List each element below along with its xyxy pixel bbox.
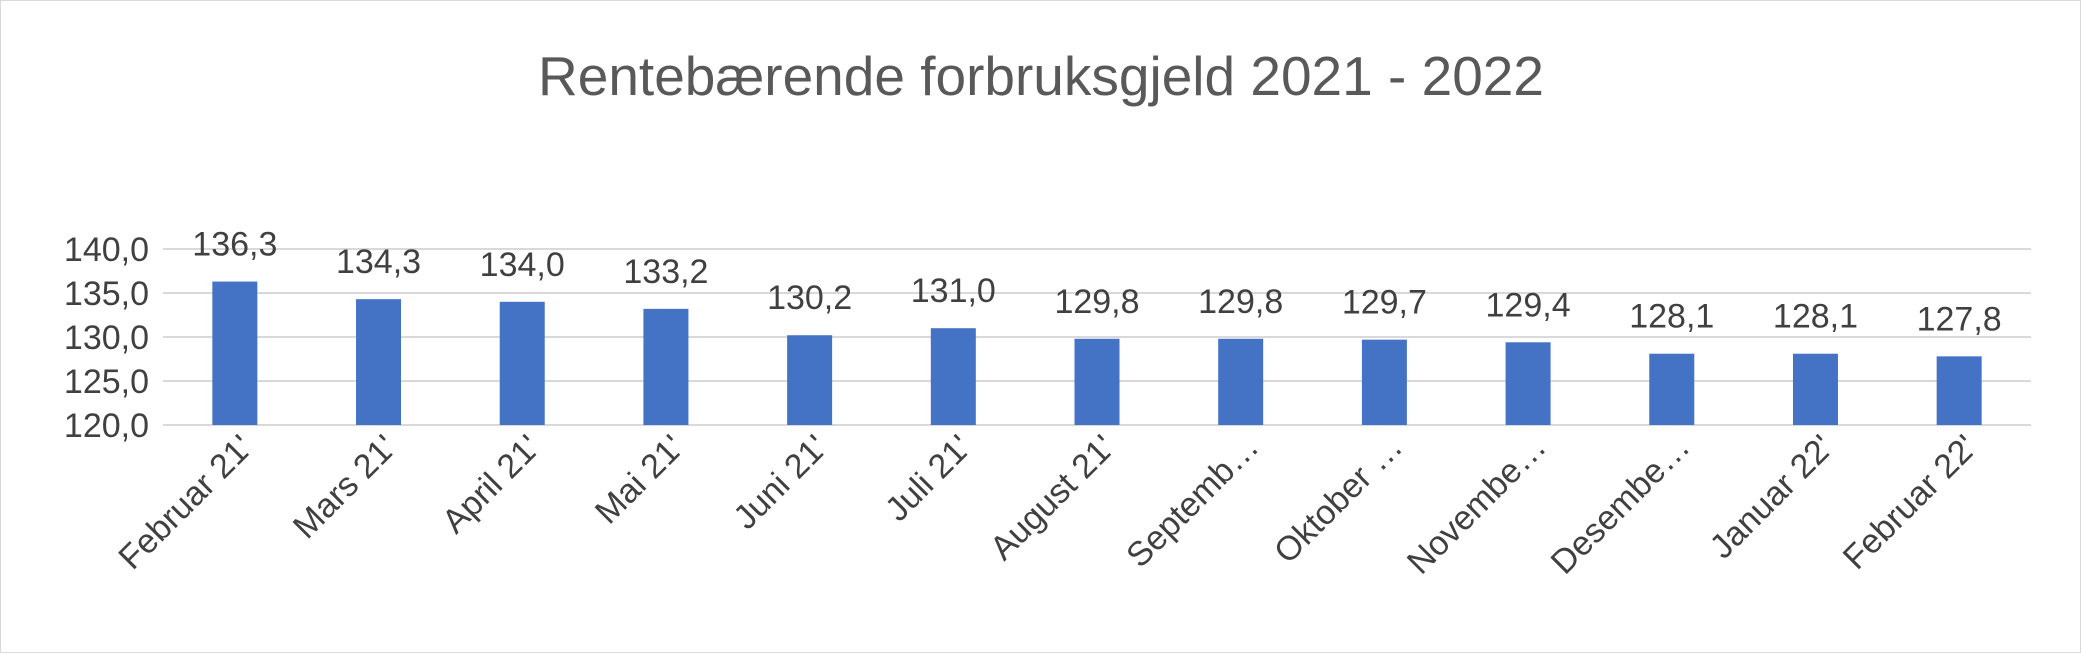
data-label: 136,3: [192, 226, 277, 264]
x-tick-label: Juli 21': [878, 428, 979, 529]
bar: [1361, 339, 1407, 425]
x-tick-label: April 21': [435, 428, 548, 541]
x-tick-label: August 21': [983, 428, 1123, 568]
y-tick-label: 130,0: [64, 319, 149, 357]
bar: [1792, 353, 1838, 425]
data-label: 134,3: [336, 243, 421, 281]
y-tick-label: 120,0: [64, 407, 149, 445]
bar: [212, 281, 258, 425]
y-axis-ticks: 120,0 125,0 130,0 135,0 140,0: [64, 231, 149, 445]
x-tick-label: Januar 22': [1703, 428, 1841, 566]
data-label: 128,1: [1773, 298, 1858, 336]
y-tick-label: 125,0: [64, 363, 149, 401]
chart-title: Rentebærende forbruksgjeld 2021 - 2022: [538, 45, 1544, 107]
data-label: 131,0: [911, 272, 996, 310]
bar: [356, 299, 402, 425]
x-tick-label: Mars 21': [286, 428, 404, 546]
x-tick-label: Oktober …: [1267, 428, 1410, 571]
data-label: 129,8: [1198, 283, 1283, 321]
x-tick-label: Juni 21': [726, 428, 835, 537]
data-label: 129,4: [1486, 286, 1571, 324]
data-label: 130,2: [767, 279, 852, 317]
bar: [643, 308, 689, 425]
x-tick-label: Septemb…: [1119, 428, 1266, 575]
data-label: 134,0: [480, 246, 565, 284]
data-label: 127,8: [1917, 300, 2002, 338]
x-tick-label: Desembe…: [1544, 428, 1698, 582]
bar: [930, 328, 976, 425]
y-tick-label: 140,0: [64, 231, 149, 269]
x-tick-label: Februar 22': [1836, 428, 1985, 577]
bar: [1505, 342, 1551, 425]
y-tick-label: 135,0: [64, 275, 149, 313]
data-label: 129,8: [1054, 283, 1139, 321]
data-label: 133,2: [623, 253, 708, 291]
x-tick-label: Novembe…: [1400, 428, 1554, 582]
data-labels: 136,3 134,3 134,0 133,2 130,2 131,0 129,8 129,8…: [192, 226, 2001, 339]
bar: [1936, 356, 1982, 425]
data-label: 128,1: [1629, 298, 1714, 336]
bar: [499, 301, 545, 425]
x-tick-label: Februar 21': [111, 428, 260, 577]
gridlines: [163, 248, 2031, 426]
x-axis-ticks: Februar 21' Mars 21' April 21' Mai 21' Juni …: [111, 428, 1984, 582]
bar: [787, 335, 833, 425]
bar: [1074, 338, 1120, 425]
data-label: 129,7: [1342, 284, 1427, 322]
x-tick-label: Mai 21': [588, 428, 692, 532]
bar: [1649, 353, 1695, 425]
bar: [1218, 338, 1264, 425]
bars: [212, 281, 1982, 425]
